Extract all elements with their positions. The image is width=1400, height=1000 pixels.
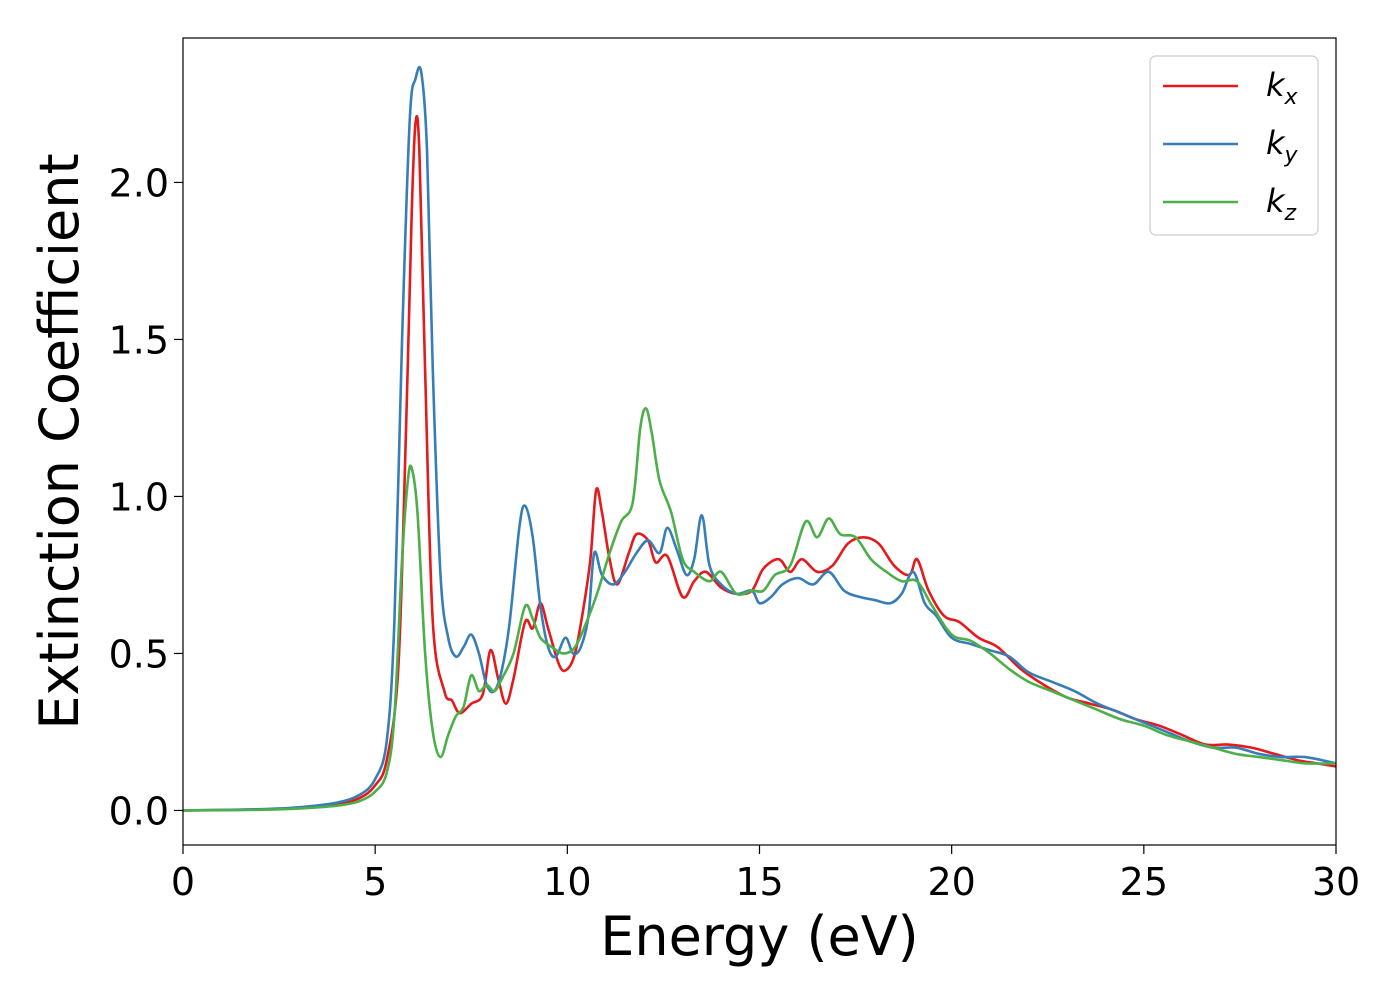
series-line-z — [183, 407, 1336, 812]
x-axis-label: Energy (eV) — [600, 905, 919, 968]
y-tick-label: 2.0 — [109, 161, 169, 205]
series-line-x — [183, 114, 1336, 812]
x-tick-label: 10 — [543, 860, 591, 904]
x-tick-label: 15 — [735, 860, 783, 904]
x-tick-label: 20 — [927, 860, 975, 904]
x-tick-label: 0 — [171, 860, 195, 904]
x-axis-ticks: 0 5 10 15 20 25 30 — [171, 845, 1360, 904]
x-tick-label: 25 — [1120, 860, 1168, 904]
y-tick-label: 1.0 — [109, 475, 169, 519]
x-tick-label: 5 — [363, 860, 387, 904]
y-tick-label: 1.5 — [109, 318, 169, 362]
plot-lines — [183, 65, 1336, 812]
series-line-y — [183, 65, 1336, 812]
y-tick-label: 0.5 — [109, 632, 169, 676]
legend-label-y: ky — [1266, 124, 1299, 168]
y-axis-ticks: 0.0 0.5 1.0 1.5 2.0 — [109, 161, 183, 833]
legend-box — [1149, 55, 1319, 236]
y-tick-label: 0.0 — [109, 789, 169, 833]
x-tick-label: 30 — [1312, 860, 1360, 904]
y-axis-label: Extinction Coefficient — [28, 153, 91, 729]
legend-label-x: kx — [1266, 66, 1299, 110]
